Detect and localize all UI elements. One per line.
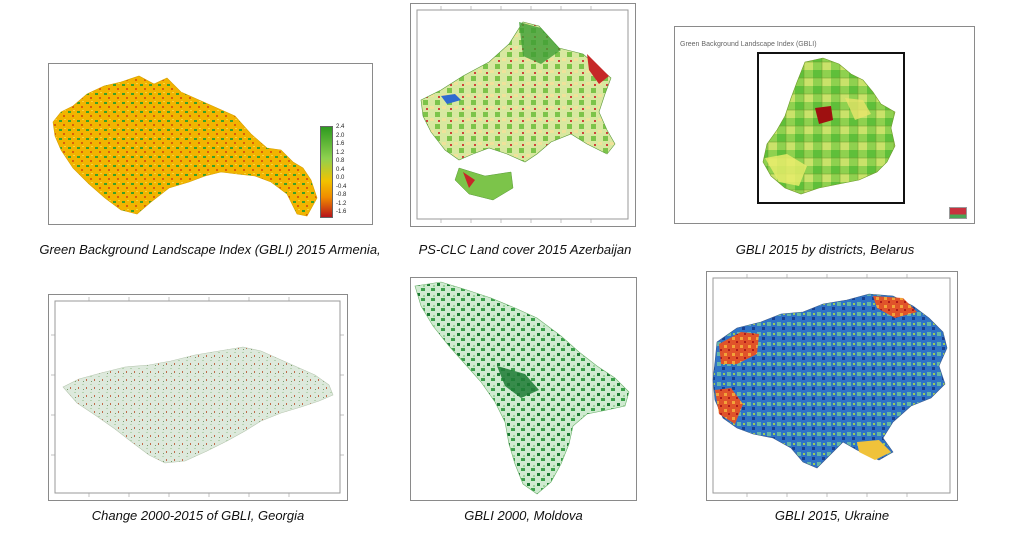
belarus-map-panel: Green Background Landscape Index (GBLI): [674, 26, 975, 224]
caption-georgia: Change 2000-2015 of GBLI, Georgia: [91, 508, 305, 523]
caption-moldova: GBLI 2000, Moldova: [464, 508, 583, 523]
caption-armenia: Green Background Landscape Index (GBLI) …: [39, 242, 381, 257]
ukraine-shape: [712, 293, 948, 469]
georgia-map: [51, 297, 344, 497]
armenia-map-panel: 2.4 2.0 1.6 1.2 0.8 0.4 0.0 -0.4 -0.8 -1…: [48, 63, 373, 225]
georgia-shape: [62, 346, 334, 464]
azerbaijan-map: [416, 6, 629, 223]
legend-tick: 0.8: [336, 158, 345, 164]
armenia-map: [52, 75, 318, 217]
azerbaijan-shape: [420, 21, 616, 163]
legend-tick: -1.6: [336, 209, 347, 215]
legend-tick: -0.4: [336, 183, 347, 190]
belarus-map: [762, 57, 896, 195]
legend-tick: 2.0: [336, 132, 345, 139]
caption-ukraine: GBLI 2015, Ukraine: [774, 508, 890, 523]
legend-tick: 1.2: [336, 149, 345, 156]
belarus-map-frame: [757, 52, 905, 204]
moldova-map-panel: [410, 277, 637, 501]
armenia-shape: [52, 75, 318, 217]
caption-belarus: GBLI 2015 by districts, Belarus: [735, 242, 915, 257]
legend-tick: -0.8: [336, 192, 347, 198]
ukraine-map-panel: [706, 271, 958, 501]
belarus-flag-icon: [949, 207, 967, 219]
legend-colorbar: [320, 126, 333, 218]
legend-tick: 2.4: [336, 124, 345, 130]
legend-tick: 0.4: [336, 166, 345, 173]
ukraine-map: [712, 274, 951, 497]
belarus-map-title: Green Background Landscape Index (GBLI): [680, 41, 817, 48]
legend-tick: 0.0: [336, 175, 345, 181]
azerbaijan-map-panel: [410, 3, 636, 227]
legend-tick: 1.6: [336, 141, 345, 147]
legend-tick: -1.2: [336, 200, 347, 207]
georgia-map-panel: [48, 294, 348, 501]
armenia-legend: 2.4 2.0 1.6 1.2 0.8 0.4 0.0 -0.4 -0.8 -1…: [320, 124, 370, 220]
moldova-map: [414, 281, 630, 495]
caption-azerbaijan: PS-CLC Land cover 2015 Azerbaijan: [418, 242, 632, 257]
